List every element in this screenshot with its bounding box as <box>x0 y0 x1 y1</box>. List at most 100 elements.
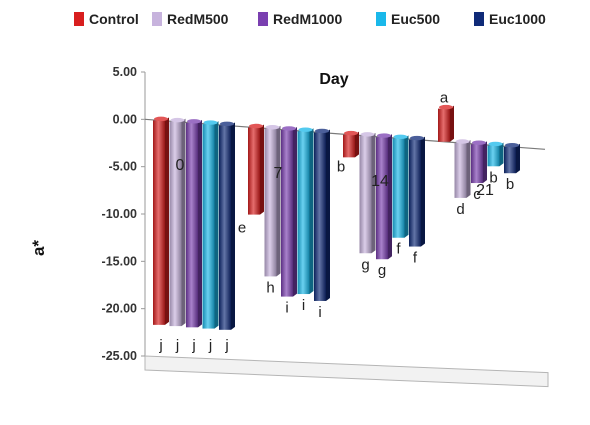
bar <box>219 125 231 330</box>
bar-cap <box>170 117 185 123</box>
significance-letter: j <box>175 337 179 354</box>
significance-letter: b <box>506 176 514 193</box>
bar <box>392 138 405 238</box>
bar-side <box>355 131 359 158</box>
bar <box>314 132 326 301</box>
category-labels: 0 7 14 21 <box>176 157 494 199</box>
bar-cap <box>154 116 168 122</box>
bar-cap <box>410 135 424 141</box>
category-label: 7 <box>274 165 283 182</box>
y-tick-label: 0.00 <box>113 112 137 126</box>
legend-swatch <box>74 12 84 26</box>
legend-label: Euc500 <box>391 11 440 27</box>
bar <box>264 128 277 277</box>
bar-side <box>388 134 392 260</box>
significance-letter: j <box>208 337 212 354</box>
legend: Control RedM500 RedM1000 Euc500 Euc1000 <box>74 11 546 27</box>
y-tick-label: -20.00 <box>102 302 137 316</box>
bar-side <box>214 121 219 329</box>
bars <box>153 104 520 330</box>
bar <box>487 145 500 167</box>
bar-cap <box>393 134 408 140</box>
legend-swatch <box>376 12 386 26</box>
y-tick-label: -15.00 <box>102 254 137 268</box>
bar-side <box>421 136 425 247</box>
bar <box>438 108 450 142</box>
y-axis-ticks: 5.00 0.00 -5.00 -10.00 -15.00 -20.00 -25.00 <box>102 65 145 363</box>
bar-cap <box>488 141 503 147</box>
bar <box>297 131 310 295</box>
bar-side <box>165 117 169 325</box>
bar-cap <box>298 127 313 132</box>
significance-letter: j <box>158 337 162 354</box>
bar-cap <box>249 123 263 129</box>
significance-letter: f <box>396 241 401 258</box>
bar-cap <box>360 132 375 137</box>
bar-side <box>309 128 314 295</box>
legend-swatch <box>152 12 162 26</box>
legend-swatch <box>258 12 268 26</box>
bar-side <box>293 126 297 297</box>
significance-letter: i <box>285 300 288 317</box>
y-axis-label: a* <box>29 240 48 256</box>
significance-letter: e <box>238 220 246 237</box>
bar <box>248 127 260 215</box>
significance-letter: c <box>473 186 481 203</box>
bar-side <box>198 119 202 328</box>
bar-side <box>326 129 330 301</box>
bar-side <box>450 105 454 142</box>
bar-cap <box>377 133 391 138</box>
legend-label: RedM500 <box>167 11 229 27</box>
bar <box>186 122 198 328</box>
significance-letter: f <box>413 250 418 267</box>
bar <box>471 144 483 184</box>
bar-cap <box>472 140 486 145</box>
category-label: 21 <box>476 182 494 199</box>
significance-letter: i <box>318 304 321 321</box>
significance-letter: b <box>489 169 497 186</box>
significance-letter: d <box>456 201 464 218</box>
bar <box>169 121 182 327</box>
bar-cap <box>220 121 234 127</box>
bar-cap <box>265 125 280 130</box>
bar-side <box>181 118 186 327</box>
bar-side <box>404 135 409 238</box>
bar-side <box>231 122 235 330</box>
bar <box>281 129 293 297</box>
bar-side <box>483 141 487 184</box>
bar <box>202 124 215 329</box>
bar-side <box>466 139 471 198</box>
significance-letter: h <box>266 279 274 296</box>
y-tick-label: 5.00 <box>113 65 137 79</box>
bar-cap <box>439 104 453 110</box>
bar-side <box>516 143 520 174</box>
y-tick-label: -5.00 <box>109 160 138 174</box>
category-label: 0 <box>176 157 185 174</box>
bar <box>359 135 372 254</box>
category-label: 14 <box>371 173 389 190</box>
bar-cap <box>455 139 470 144</box>
legend-label: Control <box>89 11 139 27</box>
bar-side <box>371 132 376 254</box>
bar-side <box>499 142 504 167</box>
bar-cap <box>315 128 329 134</box>
floor <box>144 355 549 388</box>
significance-letter: j <box>191 337 195 354</box>
significance-letter: b <box>337 158 345 175</box>
significance-letter: g <box>361 256 369 273</box>
bar-cap <box>203 120 218 125</box>
chart-title: Day <box>319 71 348 88</box>
bar <box>504 146 516 174</box>
y-tick-label: -10.00 <box>102 207 137 221</box>
bar-side <box>276 125 281 277</box>
significance-letter: a <box>440 90 449 107</box>
significance-letter: g <box>378 262 386 279</box>
legend-swatch <box>474 12 484 26</box>
bar <box>409 139 421 247</box>
bar-cap <box>344 130 358 136</box>
bar <box>454 142 467 198</box>
bar <box>376 137 388 260</box>
bar-side <box>260 124 264 215</box>
